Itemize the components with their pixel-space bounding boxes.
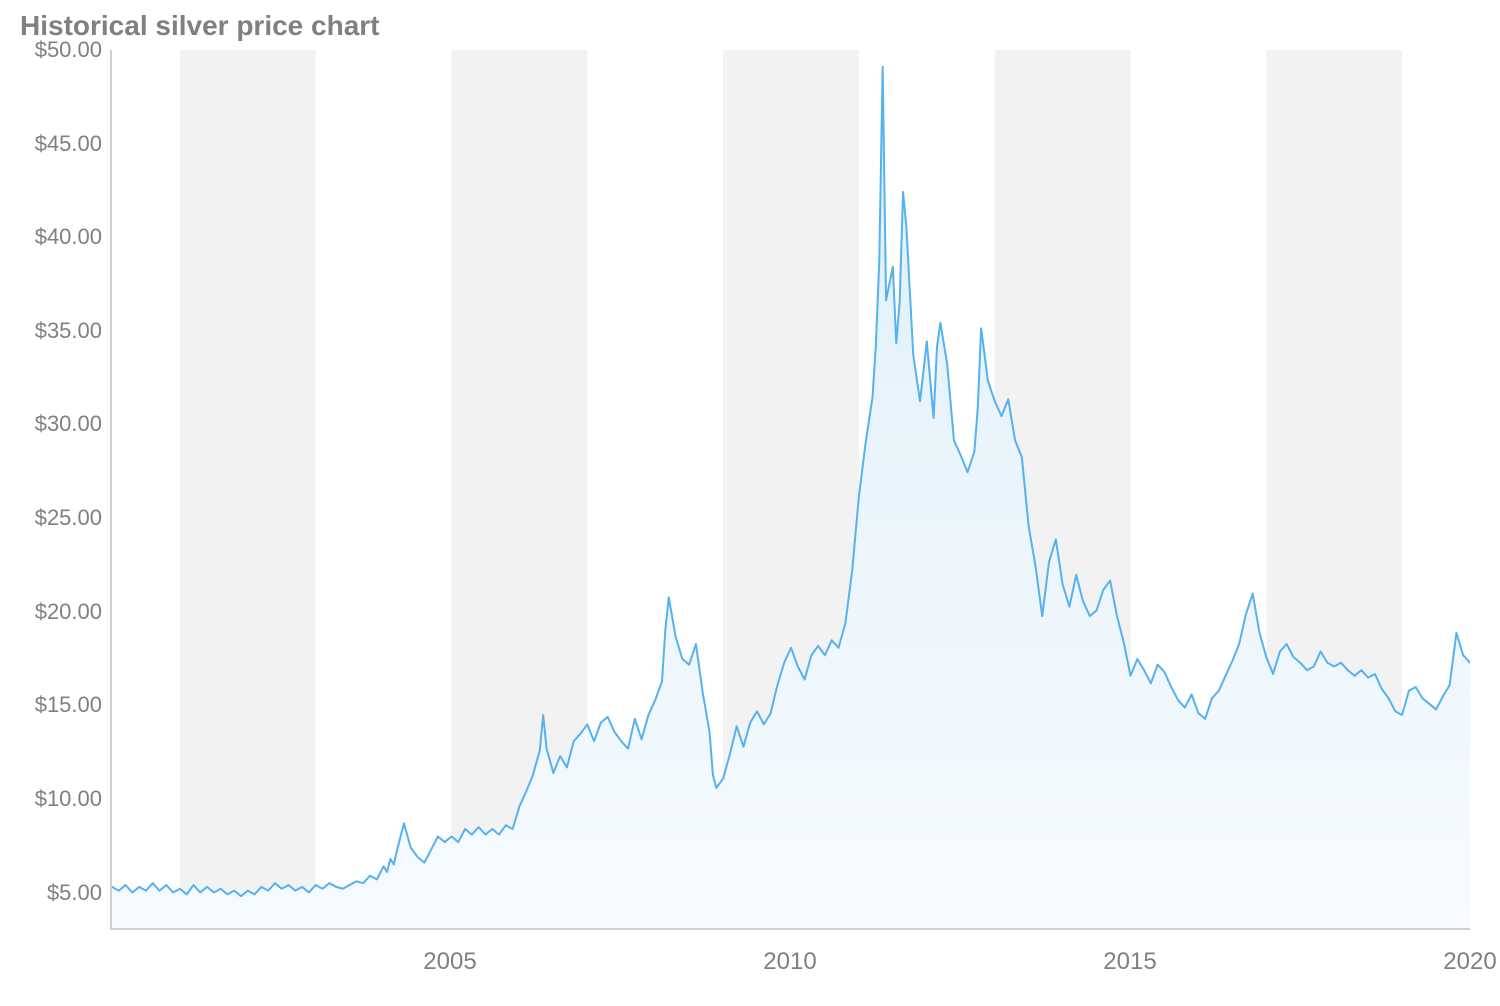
- y-tick-label: $40.00: [35, 224, 102, 250]
- x-tick-label: 2015: [1103, 948, 1156, 976]
- y-tick-label: $5.00: [47, 880, 102, 906]
- y-axis: $5.00 $10.00 $15.00 $20.00 $25.00 $30.00 $35.0…: [20, 50, 110, 930]
- y-tick-label: $10.00: [35, 786, 102, 812]
- chart-title: Historical silver price chart: [20, 10, 1480, 42]
- y-tick-label: $30.00: [35, 411, 102, 437]
- y-tick-label: $50.00: [35, 37, 102, 63]
- x-tick-label: 2005: [423, 948, 476, 976]
- x-tick-label: 2020: [1443, 948, 1496, 976]
- y-tick-label: $35.00: [35, 318, 102, 344]
- y-tick-label: $45.00: [35, 131, 102, 157]
- plot-area: [110, 50, 1470, 930]
- chart-area: $5.00 $10.00 $15.00 $20.00 $25.00 $30.00 $35.0…: [20, 50, 1480, 990]
- x-tick-label: 2010: [763, 948, 816, 976]
- x-axis: 2005201020152020: [110, 930, 1470, 990]
- y-tick-label: $20.00: [35, 599, 102, 625]
- y-tick-label: $15.00: [35, 692, 102, 718]
- y-tick-label: $25.00: [35, 505, 102, 531]
